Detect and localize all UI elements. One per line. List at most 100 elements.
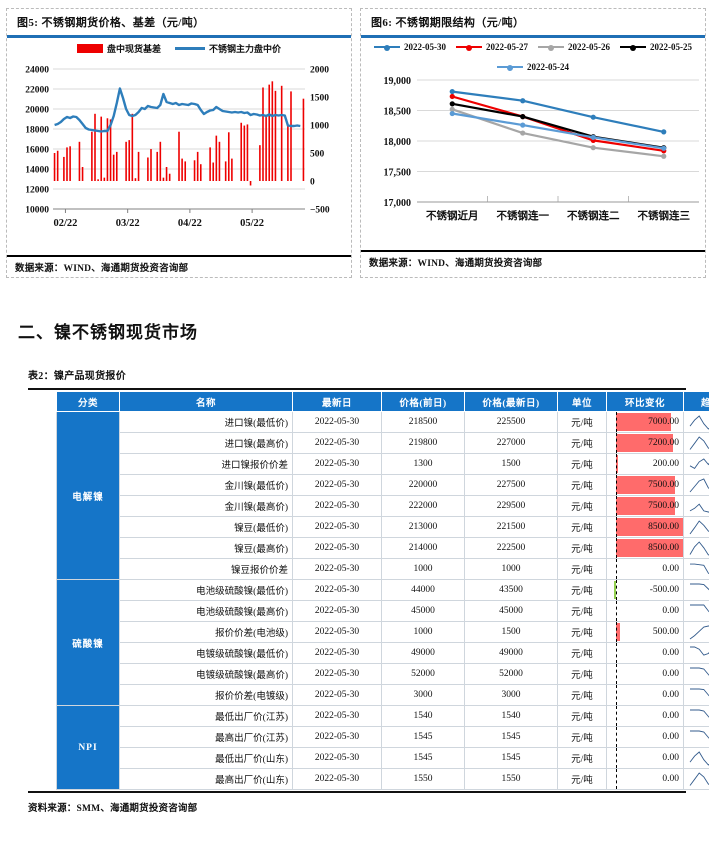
chart6-footer: 数据来源：WIND、海通期货投资咨询部 bbox=[361, 250, 705, 272]
svg-text:0: 0 bbox=[310, 178, 315, 188]
cell-trend bbox=[683, 516, 709, 538]
cell-change: 7000.00 bbox=[606, 411, 684, 433]
cell-trend bbox=[683, 600, 709, 622]
change-data-bar-positive bbox=[616, 413, 672, 431]
cell-latest-price: 49000 bbox=[464, 642, 558, 664]
svg-text:12000: 12000 bbox=[25, 186, 49, 196]
table-row[interactable]: 报价价差(电池级) 2022-05-30 1000 1500 元/吨 500.00 bbox=[57, 621, 709, 643]
trend-sparkline-icon bbox=[689, 478, 709, 493]
legend-label-0530: 2022-05-30 bbox=[404, 42, 446, 52]
table-row[interactable]: 金川镍(最高价) 2022-05-30 222000 229500 元/吨 7500.00 bbox=[57, 495, 709, 517]
cell-change: 200.00 bbox=[606, 453, 684, 475]
change-value: 7500.00 bbox=[648, 501, 679, 511]
col-header-unit[interactable]: 单位 bbox=[557, 391, 607, 412]
svg-text:不锈钢连三: 不锈钢连三 bbox=[638, 209, 691, 222]
cell-name: 镍豆报价价差 bbox=[119, 558, 293, 580]
legend-line-icon-0525 bbox=[620, 45, 646, 51]
table-row[interactable]: 金川镍(最低价) 2022-05-30 220000 227500 元/吨 7500.00 bbox=[57, 474, 709, 496]
cell-change: 0.00 bbox=[606, 558, 684, 580]
cell-latest-price: 229500 bbox=[464, 495, 558, 517]
cell-prev-price: 218500 bbox=[381, 411, 465, 433]
table-row[interactable]: 电镀级硫酸镍(最低价) 2022-05-30 49000 49000 元/吨 0.00 bbox=[57, 642, 709, 664]
cell-name: 报价价差(电池级) bbox=[119, 621, 293, 643]
change-value: 7500.00 bbox=[648, 480, 679, 490]
table-row[interactable]: 镍豆(最低价) 2022-05-30 213000 221500 元/吨 8500.00 bbox=[57, 516, 709, 538]
cell-unit: 元/吨 bbox=[557, 600, 607, 622]
cell-unit: 元/吨 bbox=[557, 768, 607, 790]
chart-card-figure5: 图5: 不锈钢期货价格、基差（元/吨） 盘中现货基差 不锈钢主力盘中价 1000… bbox=[6, 8, 352, 278]
table-row[interactable]: 报价价差(电镀级) 2022-05-30 3000 3000 元/吨 0.00 bbox=[57, 684, 709, 706]
legend-item-0525: 2022-05-25 bbox=[620, 42, 692, 52]
cell-trend bbox=[683, 537, 709, 559]
cell-prev-price: 45000 bbox=[381, 600, 465, 622]
chart5-plot-area: 10000 12000 14000 16000 18000 20000 22000 24000… bbox=[7, 57, 351, 255]
cell-change: -500.00 bbox=[606, 579, 684, 601]
change-value: 0.00 bbox=[662, 648, 679, 658]
trend-sparkline-icon bbox=[689, 503, 709, 513]
svg-text:1500: 1500 bbox=[310, 94, 329, 104]
zero-axis-line bbox=[616, 475, 618, 495]
col-header-change[interactable]: 环比变化 bbox=[606, 391, 684, 412]
col-header-latest-price[interactable]: 价格(最新日) bbox=[464, 391, 558, 412]
change-value: 0.00 bbox=[662, 732, 679, 742]
chart5-legend: 盘中现货基差 不锈钢主力盘中价 bbox=[7, 38, 351, 57]
col-header-trend[interactable]: 趋势 bbox=[683, 391, 709, 412]
trend-sparkline-icon bbox=[690, 604, 709, 613]
svg-text:22000: 22000 bbox=[25, 86, 49, 96]
table-row[interactable]: 硫酸镍 电池级硫酸镍(最低价) 2022-05-30 44000 43500 元/吨 -50… bbox=[56, 579, 709, 706]
table-row[interactable]: NPI 最低出厂价(江苏) 2022-05-30 1540 1540 元/吨 0.00 bbox=[56, 705, 709, 790]
cell-change: 0.00 bbox=[606, 747, 684, 769]
change-value: 0.00 bbox=[662, 690, 679, 700]
cell-trend bbox=[683, 579, 709, 601]
cell-unit: 元/吨 bbox=[557, 642, 607, 664]
cell-unit: 元/吨 bbox=[557, 726, 607, 748]
table-row[interactable]: 进口镍(最高价) 2022-05-30 219800 227000 元/吨 7200.00 bbox=[57, 432, 709, 454]
table-row[interactable]: 进口镍报价价差 2022-05-30 1300 1500 元/吨 200.00 bbox=[57, 453, 709, 475]
table-row[interactable]: 镍豆(最高价) 2022-05-30 214000 222500 元/吨 8500.00 bbox=[57, 537, 709, 559]
svg-text:03/22: 03/22 bbox=[116, 218, 140, 229]
cell-latest-date: 2022-05-30 bbox=[292, 768, 382, 790]
chart5-source: 数据来源：WIND、海通期货投资咨询部 bbox=[7, 256, 351, 277]
trend-sparkline-icon bbox=[689, 458, 709, 469]
table-row[interactable]: 最高出厂价(山东) 2022-05-30 1550 1550 元/吨 0.00 bbox=[57, 768, 709, 790]
table-row[interactable]: 电镀级硫酸镍(最高价) 2022-05-30 52000 52000 元/吨 0.00 bbox=[57, 663, 709, 685]
trend-sparkline-icon bbox=[690, 688, 709, 697]
zero-axis-line bbox=[616, 412, 618, 432]
table-row[interactable]: 电解镍 进口镍(最低价) 2022-05-30 218500 225500 元/吨 7000… bbox=[56, 411, 709, 580]
col-header-category[interactable]: 分类 bbox=[56, 391, 120, 412]
svg-text:不锈钢连一: 不锈钢连一 bbox=[497, 209, 550, 222]
legend-item-basis: 盘中现货基差 bbox=[76, 42, 161, 55]
legend-item-0524: 2022-05-24 bbox=[497, 62, 569, 72]
table-header-row: 分类 名称 最新日 价格(前日) 价格(最新日) 单位 环比变化 趋势 bbox=[56, 391, 709, 412]
svg-text:500: 500 bbox=[310, 150, 325, 160]
cell-latest-date: 2022-05-30 bbox=[292, 453, 382, 475]
col-header-latest-date[interactable]: 最新日 bbox=[292, 391, 382, 412]
table-row[interactable]: 最低出厂价(山东) 2022-05-30 1545 1545 元/吨 0.00 bbox=[57, 747, 709, 769]
table-row[interactable]: 最高出厂价(江苏) 2022-05-30 1545 1545 元/吨 0.00 bbox=[57, 726, 709, 748]
cell-unit: 元/吨 bbox=[557, 537, 607, 559]
svg-text:18,000: 18,000 bbox=[384, 137, 412, 148]
trend-sparkline-icon bbox=[690, 583, 709, 591]
cell-change: 7200.00 bbox=[606, 432, 684, 454]
table-row[interactable]: 镍豆报价价差 2022-05-30 1000 1000 元/吨 0.00 bbox=[57, 558, 709, 580]
cell-latest-price: 52000 bbox=[464, 663, 558, 685]
col-header-prev-price[interactable]: 价格(前日) bbox=[381, 391, 465, 412]
legend-item-0526: 2022-05-26 bbox=[538, 42, 610, 52]
cell-prev-price: 219800 bbox=[381, 432, 465, 454]
change-value: 8500.00 bbox=[648, 522, 679, 532]
change-value: 500.00 bbox=[652, 627, 679, 637]
svg-text:20000: 20000 bbox=[25, 106, 49, 116]
chart6-plot-area: 17,000 17,500 18,000 18,500 19,000 不锈钢近月 不锈钢连一… bbox=[361, 74, 705, 250]
chart5-title-rule bbox=[7, 35, 351, 38]
cell-latest-date: 2022-05-30 bbox=[292, 411, 382, 433]
zero-axis-line bbox=[616, 454, 618, 474]
change-value: 0.00 bbox=[662, 564, 679, 574]
col-header-name[interactable]: 名称 bbox=[119, 391, 293, 412]
cell-unit: 元/吨 bbox=[557, 705, 607, 727]
cell-trend bbox=[683, 411, 709, 433]
cell-latest-price: 43500 bbox=[464, 579, 558, 601]
cell-name: 电池级硫酸镍(最低价) bbox=[119, 579, 293, 601]
zero-axis-line bbox=[616, 580, 618, 600]
svg-text:17,500: 17,500 bbox=[384, 168, 412, 179]
table-row[interactable]: 电池级硫酸镍(最高价) 2022-05-30 45000 45000 元/吨 0.00 bbox=[57, 600, 709, 622]
